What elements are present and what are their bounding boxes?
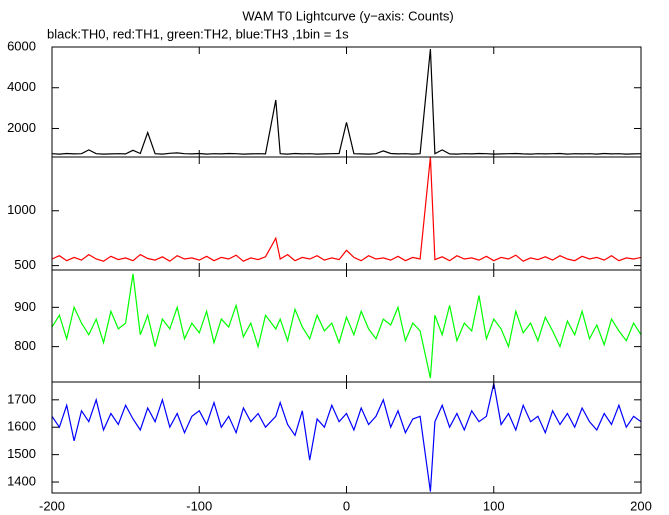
chart-subtitle: black:TH0, red:TH1, green:TH2, blue:TH3 … (47, 26, 349, 41)
x-tick-label: 0 (343, 498, 350, 513)
panel-frame (51, 156, 642, 271)
y-tick-label: 1600 (7, 419, 36, 434)
y-tick-label: 4000 (7, 79, 36, 94)
y-tick-label: 1500 (7, 446, 36, 461)
light-curve (52, 157, 641, 262)
x-tick-label: -200 (39, 498, 65, 513)
x-tick-label: -100 (186, 498, 212, 513)
light-curve (52, 383, 641, 492)
y-tick-label: 800 (14, 338, 36, 353)
y-tick-label: 1700 (7, 391, 36, 406)
chart-title: WAM T0 Lightcurve (y−axis: Counts) (242, 8, 453, 23)
y-tick-label: 900 (14, 299, 36, 314)
panel-frame (51, 269, 642, 383)
y-tick-label: 6000 (7, 38, 36, 53)
x-tick-label: 100 (483, 498, 505, 513)
panel-frame (51, 46, 642, 158)
x-tick-label: 200 (630, 498, 652, 513)
y-tick-label: 1400 (7, 473, 36, 488)
y-tick-label: 1000 (7, 202, 36, 217)
panel-frame (51, 381, 642, 494)
y-tick-label: 500 (14, 257, 36, 272)
light-curve (52, 48, 641, 155)
light-curve (52, 273, 641, 379)
y-tick-label: 2000 (7, 120, 36, 135)
